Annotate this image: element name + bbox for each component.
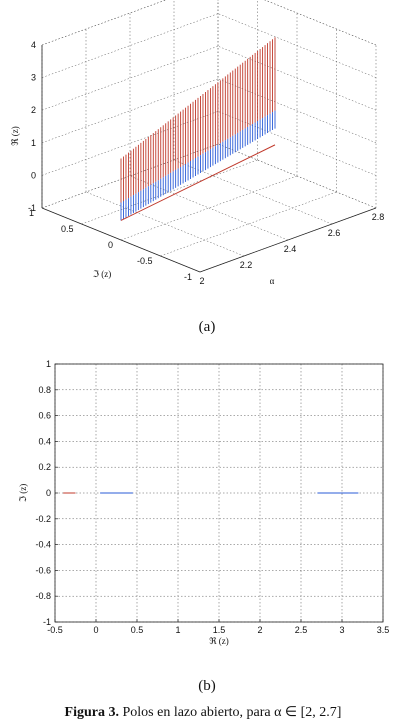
- b-x-tick: 0.5: [131, 625, 144, 635]
- a-floor-grid-im: [81, 159, 258, 225]
- a-im-tick: 0.5: [61, 224, 74, 234]
- b-y-tick: -0.4: [35, 540, 51, 550]
- b-y-tick: -0.6: [35, 565, 51, 575]
- b-x-tick: -0.5: [47, 625, 63, 635]
- a-side-grid-z: [217, 143, 377, 209]
- b-y-tick: -1: [43, 617, 51, 627]
- panel-b-label: (b): [198, 678, 216, 694]
- b-x-tick: 1: [175, 625, 180, 635]
- b-y-tick: -0.8: [35, 591, 51, 601]
- a-alpha-tick: 2.8: [372, 212, 385, 222]
- b-y-tick: 1: [46, 359, 51, 369]
- figure-caption: Figura 3. Polos en lazo abierto, para α …: [65, 705, 342, 720]
- panel-b-xlabel: ℜ (z): [209, 636, 229, 646]
- caption-text: Polos en lazo abierto, para α ∈ [2, 2.7]: [119, 705, 341, 720]
- caption-label: Figura 3.: [65, 705, 119, 720]
- b-y-tick: 0.4: [38, 436, 51, 446]
- a-im-tick: -0.5: [137, 256, 153, 266]
- a-z-tick: 0: [31, 170, 36, 180]
- panel-b-2d-plot: -0.5 0 0.5 1 1.5 2 2.5 3 3.5 -1 -0.8 -0.6 -0.4 -0.2 0 0…: [18, 359, 389, 694]
- panel-a-ylabel: ℑ (z): [93, 269, 112, 279]
- b-x-tick: 1.5: [213, 625, 226, 635]
- a-alpha-tick: 2.4: [284, 244, 297, 254]
- a-side-grid-z: [217, 78, 377, 144]
- panel-a-3d-plot: -1 0 1 2 3 4 -1 -0.5 0 0.5 1 2 2.2 2.4 2.6 2.8 ℜ (z) ℑ …: [10, 0, 384, 335]
- panel-b-tick-labels: -0.5 0 0.5 1 1.5 2 2.5 3 3.5 -1 -0.8 -0.6 -0.4 -0.2 0 0…: [35, 359, 389, 635]
- a-alpha-axis: [199, 207, 377, 273]
- a-z-tick: 4: [31, 40, 36, 50]
- a-im-tick: -1: [184, 272, 192, 282]
- b-y-tick: 0.8: [38, 385, 51, 395]
- b-x-tick: 0: [93, 625, 98, 635]
- b-x-tick: 3.5: [377, 625, 390, 635]
- a-alpha-tick: 2.2: [240, 260, 253, 270]
- panel-a-gridlines: [41, 0, 377, 273]
- a-im-axis: [41, 207, 201, 273]
- a-low-red-line: [120, 144, 276, 221]
- panel-b-axes-box: [54, 363, 384, 623]
- panel-a-xlabel: α: [270, 276, 275, 286]
- panel-a-box-frame: [41, 45, 377, 273]
- b-y-tick: 0: [46, 488, 51, 498]
- a-z-tick: 2: [31, 105, 36, 115]
- a-im-tick: 0: [108, 240, 113, 250]
- b-x-tick: 2: [257, 625, 262, 635]
- a-alpha-tick: 2.6: [328, 228, 341, 238]
- a-z-tick: -1: [28, 203, 36, 213]
- a-side-grid-z: [217, 13, 377, 78]
- a-side-grid-z: [217, 45, 377, 111]
- a-top-edge: [264, 0, 377, 46]
- b-y-tick: 0.2: [38, 462, 51, 472]
- panel-a-tick-labels: -1 0 1 2 3 4 -1 -0.5 0 0.5 1 2 2.2 2.4 2.6 2.8: [28, 40, 384, 286]
- panel-b-ylabel: ℑ (z): [18, 484, 28, 503]
- b-y-tick: -0.2: [35, 514, 51, 524]
- a-alpha-tick: 2: [199, 276, 204, 286]
- b-x-tick: 3: [339, 625, 344, 635]
- a-z-tick: 3: [31, 73, 36, 83]
- b-y-tick: 0.6: [38, 411, 51, 421]
- a-side-grid-z: [217, 111, 377, 176]
- panel-a-label: (a): [199, 319, 216, 335]
- b-x-tick: 2.5: [295, 625, 308, 635]
- panel-a-zlabel: ℜ (z): [10, 126, 20, 146]
- a-im-tick: 1: [29, 208, 34, 218]
- a-floor-grid-alpha: [129, 175, 289, 241]
- panel-a-data: [120, 37, 276, 221]
- a-z-tick: 1: [31, 138, 36, 148]
